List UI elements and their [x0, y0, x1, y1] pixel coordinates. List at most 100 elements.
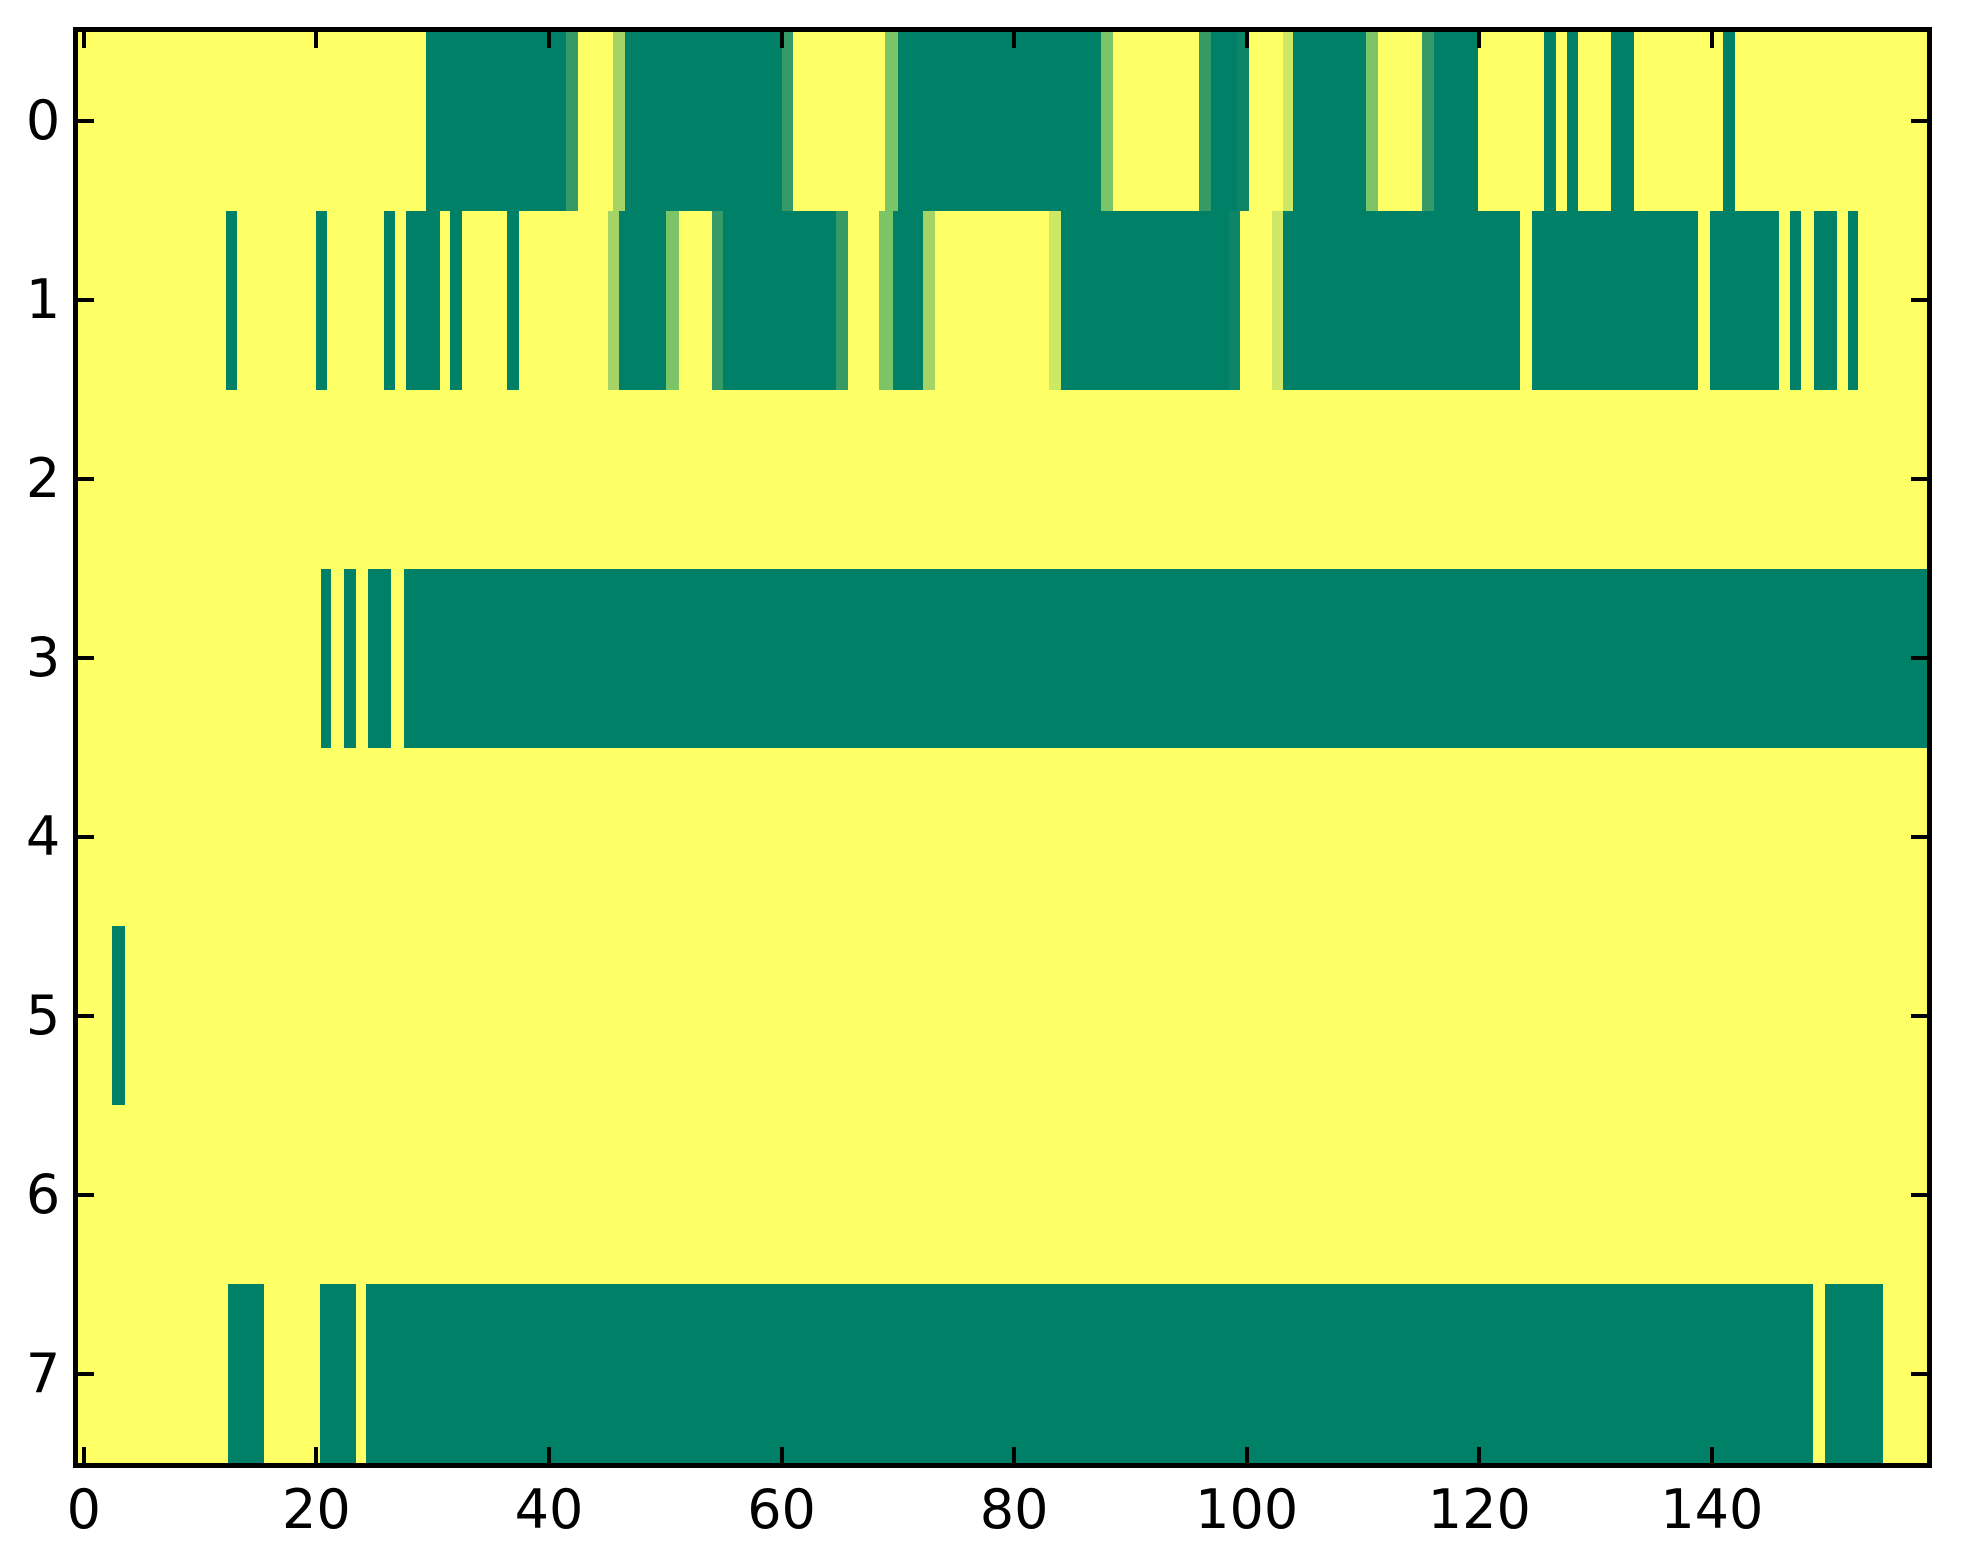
heatmap-segment — [885, 32, 898, 211]
heatmap-segment — [366, 1284, 1814, 1463]
heatmap-segment — [1824, 1284, 1883, 1463]
y-tick-label: 3 — [25, 626, 61, 690]
y-tick-mark — [78, 834, 94, 839]
heatmap-segment — [425, 32, 567, 211]
x-tick-label: 40 — [514, 1478, 584, 1541]
heatmap-row-7 — [78, 1284, 1927, 1463]
heatmap-segment — [1210, 32, 1238, 211]
y-tick-mark — [1911, 834, 1927, 839]
heatmap-segment — [1101, 32, 1113, 211]
x-tick-label: 120 — [1427, 1478, 1531, 1541]
heatmap-segment — [450, 210, 462, 390]
heatmap-row-3 — [78, 568, 1927, 748]
heatmap-segment — [319, 1284, 356, 1463]
heatmap-segment — [507, 210, 519, 390]
heatmap-row-4 — [78, 748, 1927, 927]
x-tick-mark — [1012, 1447, 1017, 1463]
heatmap-segment — [624, 32, 782, 211]
heatmap-segment — [711, 210, 724, 390]
heatmap-segment — [1789, 210, 1802, 390]
heatmap-segment — [566, 32, 579, 211]
x-tick-mark — [314, 1447, 319, 1463]
heatmap-segment — [1229, 210, 1240, 390]
heatmap-segment — [1531, 210, 1698, 390]
heatmap-segment — [111, 926, 125, 1106]
y-tick-mark — [78, 1371, 94, 1376]
heatmap-segment — [1433, 32, 1479, 211]
heatmap-segment — [1199, 32, 1211, 211]
heatmap-segment — [1709, 210, 1780, 390]
x-tick-mark — [779, 32, 784, 48]
y-tick-mark — [1911, 298, 1927, 303]
heatmap-segment — [1366, 32, 1379, 211]
heatmap-row-6 — [78, 1105, 1927, 1284]
y-tick-label: 1 — [25, 268, 61, 332]
heatmap-segment — [403, 568, 1927, 748]
heatmap-segment — [879, 210, 894, 390]
heatmap-segment — [666, 210, 680, 390]
heatmap-segment — [1282, 32, 1294, 211]
heatmap-segment — [1566, 32, 1579, 211]
heatmap-segment — [321, 568, 332, 748]
y-tick-mark — [78, 656, 94, 661]
heatmap-row-2 — [78, 390, 1927, 569]
heatmap-segment — [1814, 210, 1838, 390]
heatmap-row-0 — [78, 32, 1927, 211]
x-tick-mark — [1709, 32, 1714, 48]
y-tick-mark — [78, 477, 94, 482]
heatmap-row-1 — [78, 210, 1927, 390]
x-tick-mark — [81, 1447, 86, 1463]
y-tick-mark — [78, 298, 94, 303]
heatmap-segment — [225, 210, 238, 390]
heatmap-segment — [1610, 32, 1634, 211]
x-tick-mark — [81, 32, 86, 48]
y-tick-label: 2 — [25, 447, 61, 511]
heatmap-segment — [367, 568, 391, 748]
heatmap-segment — [618, 210, 667, 390]
x-tick-mark — [1244, 32, 1249, 48]
heatmap-segment — [1237, 32, 1250, 211]
y-tick-label: 6 — [25, 1162, 61, 1226]
heatmap-segment — [405, 210, 440, 390]
heatmap-segment — [1282, 210, 1520, 390]
y-tick-label: 7 — [25, 1341, 61, 1405]
x-tick-label: 60 — [747, 1478, 816, 1541]
x-tick-mark — [1709, 1447, 1714, 1463]
x-tick-label: 20 — [282, 1478, 351, 1541]
y-tick-mark — [1911, 119, 1927, 124]
x-tick-mark — [314, 32, 319, 48]
y-tick-label: 4 — [25, 804, 61, 868]
heatmap-segment — [893, 210, 924, 390]
x-tick-mark — [1477, 1447, 1482, 1463]
heatmap-segment — [344, 568, 356, 748]
heatmap-segment — [897, 32, 1102, 211]
x-tick-label: 100 — [1195, 1478, 1299, 1541]
heatmap-segment — [1847, 210, 1859, 390]
heatmap-segment — [1049, 210, 1061, 390]
heatmap-segment — [1422, 32, 1434, 211]
heatmap-row-5 — [78, 926, 1927, 1106]
y-tick-mark — [78, 1013, 94, 1018]
heatmap-segment — [383, 210, 396, 390]
x-tick-mark — [546, 1447, 551, 1463]
heatmap-segment — [612, 32, 625, 211]
y-tick-label: 0 — [25, 89, 61, 153]
heatmap-segment — [1060, 210, 1230, 390]
heatmap-segment — [836, 210, 848, 390]
y-tick-mark — [1911, 1192, 1927, 1197]
y-tick-mark — [1911, 1013, 1927, 1018]
heatmap-segment — [608, 210, 619, 390]
y-tick-mark — [1911, 477, 1927, 482]
heatmap-segment — [228, 1284, 265, 1463]
x-tick-mark — [1477, 32, 1482, 48]
x-tick-mark — [1012, 32, 1017, 48]
x-tick-label: 140 — [1660, 1478, 1764, 1541]
x-tick-label: 80 — [979, 1478, 1049, 1541]
y-tick-label: 5 — [25, 983, 61, 1047]
x-tick-mark — [779, 1447, 784, 1463]
x-tick-mark — [1244, 1447, 1249, 1463]
heatmap-segment — [1272, 210, 1283, 390]
heatmap-segment — [1293, 32, 1367, 211]
y-tick-mark — [1911, 656, 1927, 661]
